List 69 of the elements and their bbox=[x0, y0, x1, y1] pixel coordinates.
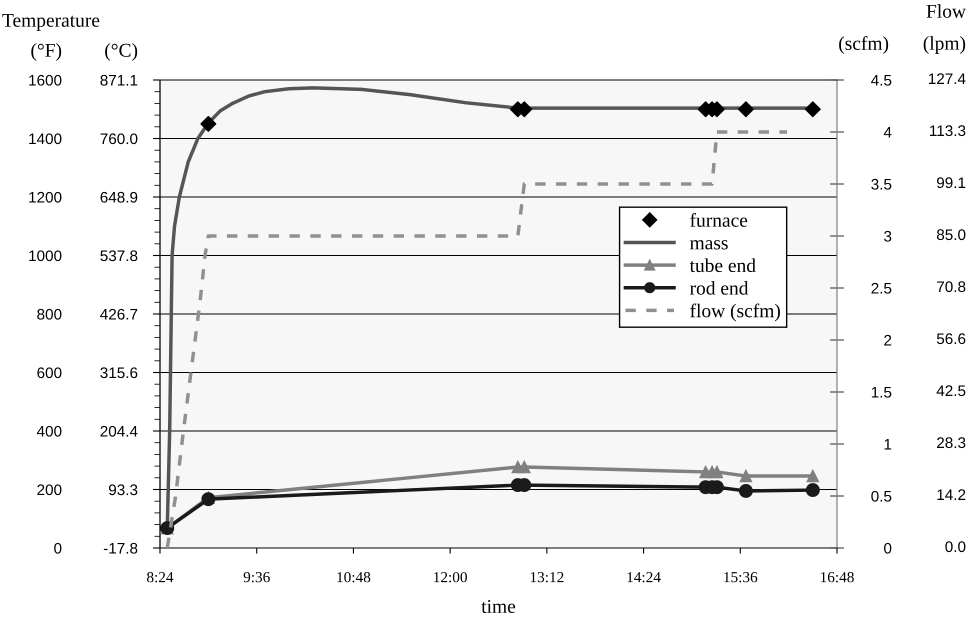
y-tick-label: 1400 bbox=[29, 133, 62, 144]
text: 56.6 bbox=[936, 333, 966, 344]
y-tick-label: 1600 bbox=[29, 74, 62, 86]
x-tick-label: 15:36 bbox=[724, 572, 758, 582]
y3-tick-label: 426.7 bbox=[100, 308, 138, 320]
y3-tick-label: 204.4 bbox=[100, 426, 138, 437]
y-tick-label: 800 bbox=[37, 308, 62, 320]
point bbox=[806, 483, 820, 498]
x-tick-label: 14:24 bbox=[628, 572, 661, 582]
y3-tick-label: 760.0 bbox=[100, 133, 138, 144]
text: Flow bbox=[926, 4, 966, 18]
legend-label: tube end bbox=[690, 258, 756, 272]
point bbox=[804, 101, 821, 118]
text: (lpm) bbox=[924, 36, 966, 54]
y-tick-label: 1000 bbox=[29, 250, 62, 262]
text: Temperature bbox=[2, 14, 100, 31]
y-axis-title: (°F) bbox=[31, 43, 62, 61]
y-tick-label: 1200 bbox=[29, 192, 62, 203]
line-series bbox=[166, 130, 789, 548]
y2-tick-label: 3.5 bbox=[871, 178, 892, 190]
y-tick-label: 0 bbox=[54, 542, 62, 554]
text: 14.2 bbox=[937, 489, 966, 500]
legend-label: mass bbox=[690, 240, 728, 250]
y2-tick-label: 2.5 bbox=[871, 282, 892, 294]
x-tick-label: 12:00 bbox=[434, 572, 467, 582]
y-tick-label: 400 bbox=[36, 426, 62, 437]
y2-axis-title: (scfm) bbox=[839, 36, 888, 54]
y2-tick-label: 1.5 bbox=[872, 387, 892, 398]
text: 113.3 bbox=[930, 125, 966, 136]
legend-label: flow (scfm) bbox=[690, 304, 780, 322]
x-tick-label: 9:36 bbox=[244, 572, 270, 582]
legend-label: furnace bbox=[690, 212, 748, 227]
y3-tick-label: 93.3 bbox=[108, 484, 138, 496]
x-tick-label: 13:12 bbox=[530, 572, 564, 582]
y-tick-label: 600 bbox=[37, 367, 62, 378]
point bbox=[738, 101, 754, 118]
y2-tick-label: 1 bbox=[884, 439, 892, 450]
y2-tick-label: 4 bbox=[884, 127, 892, 138]
point bbox=[200, 116, 216, 132]
legend-label: rod end bbox=[690, 281, 748, 295]
text: 127.4 bbox=[928, 73, 966, 84]
x-tick-label: 10:48 bbox=[337, 572, 370, 582]
y2-tick-label: 3 bbox=[884, 230, 892, 242]
x-tick-label: 8:24 bbox=[147, 572, 174, 582]
text: 99.1 bbox=[936, 177, 966, 188]
point bbox=[518, 460, 531, 474]
text: 28.3 bbox=[937, 437, 966, 448]
y2-tick-label: 0 bbox=[884, 542, 892, 554]
y2-tick-label: 4.5 bbox=[871, 75, 892, 86]
point bbox=[710, 466, 724, 478]
y2-tick-label: 0.5 bbox=[871, 490, 892, 502]
x-tick-label: 16:48 bbox=[820, 572, 854, 582]
text: 0.0 bbox=[945, 541, 966, 552]
y3-tick-label: -17.8 bbox=[104, 542, 138, 554]
y3-axis-title: (°C) bbox=[105, 43, 138, 61]
y-tick-label: 200 bbox=[37, 484, 62, 496]
text: 70.8 bbox=[937, 281, 966, 292]
y3-tick-label: 315.6 bbox=[100, 367, 138, 378]
point bbox=[738, 484, 753, 498]
text: 42.5 bbox=[936, 385, 966, 396]
text: 85.0 bbox=[936, 229, 966, 240]
point bbox=[201, 492, 216, 506]
y2-tick-label: 2 bbox=[884, 334, 892, 346]
y3-tick-label: 648.9 bbox=[100, 192, 138, 203]
y3-tick-label: 537.8 bbox=[100, 250, 138, 262]
x-axis-title: time bbox=[481, 600, 516, 613]
point bbox=[740, 470, 752, 482]
y3-tick-label: 871.1 bbox=[100, 74, 138, 86]
point bbox=[806, 470, 820, 482]
